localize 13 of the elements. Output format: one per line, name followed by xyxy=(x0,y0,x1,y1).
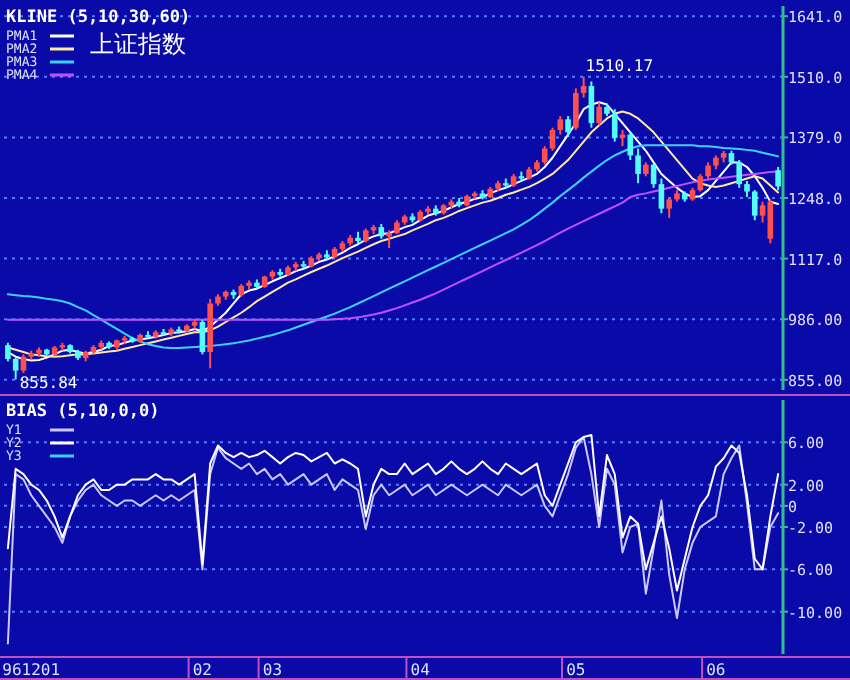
x-tick-label: 02 xyxy=(192,661,213,679)
annotation: 855.84 xyxy=(19,374,78,392)
x-tick-label: 04 xyxy=(410,661,431,679)
annotation: 1510.17 xyxy=(585,56,654,75)
x-tick-label: 961201 xyxy=(2,661,61,679)
x-tick-label: 05 xyxy=(566,661,586,679)
text: 上证指数 xyxy=(90,30,186,58)
x-tick-label: 03 xyxy=(262,661,283,679)
chart-title: KLINE (5,10,30,60) xyxy=(6,8,191,28)
chart-title: BIAS (5,10,0,0) xyxy=(6,402,160,422)
x-tick-label: 06 xyxy=(706,661,726,679)
line-series xyxy=(6,433,780,592)
line-series xyxy=(6,436,780,645)
